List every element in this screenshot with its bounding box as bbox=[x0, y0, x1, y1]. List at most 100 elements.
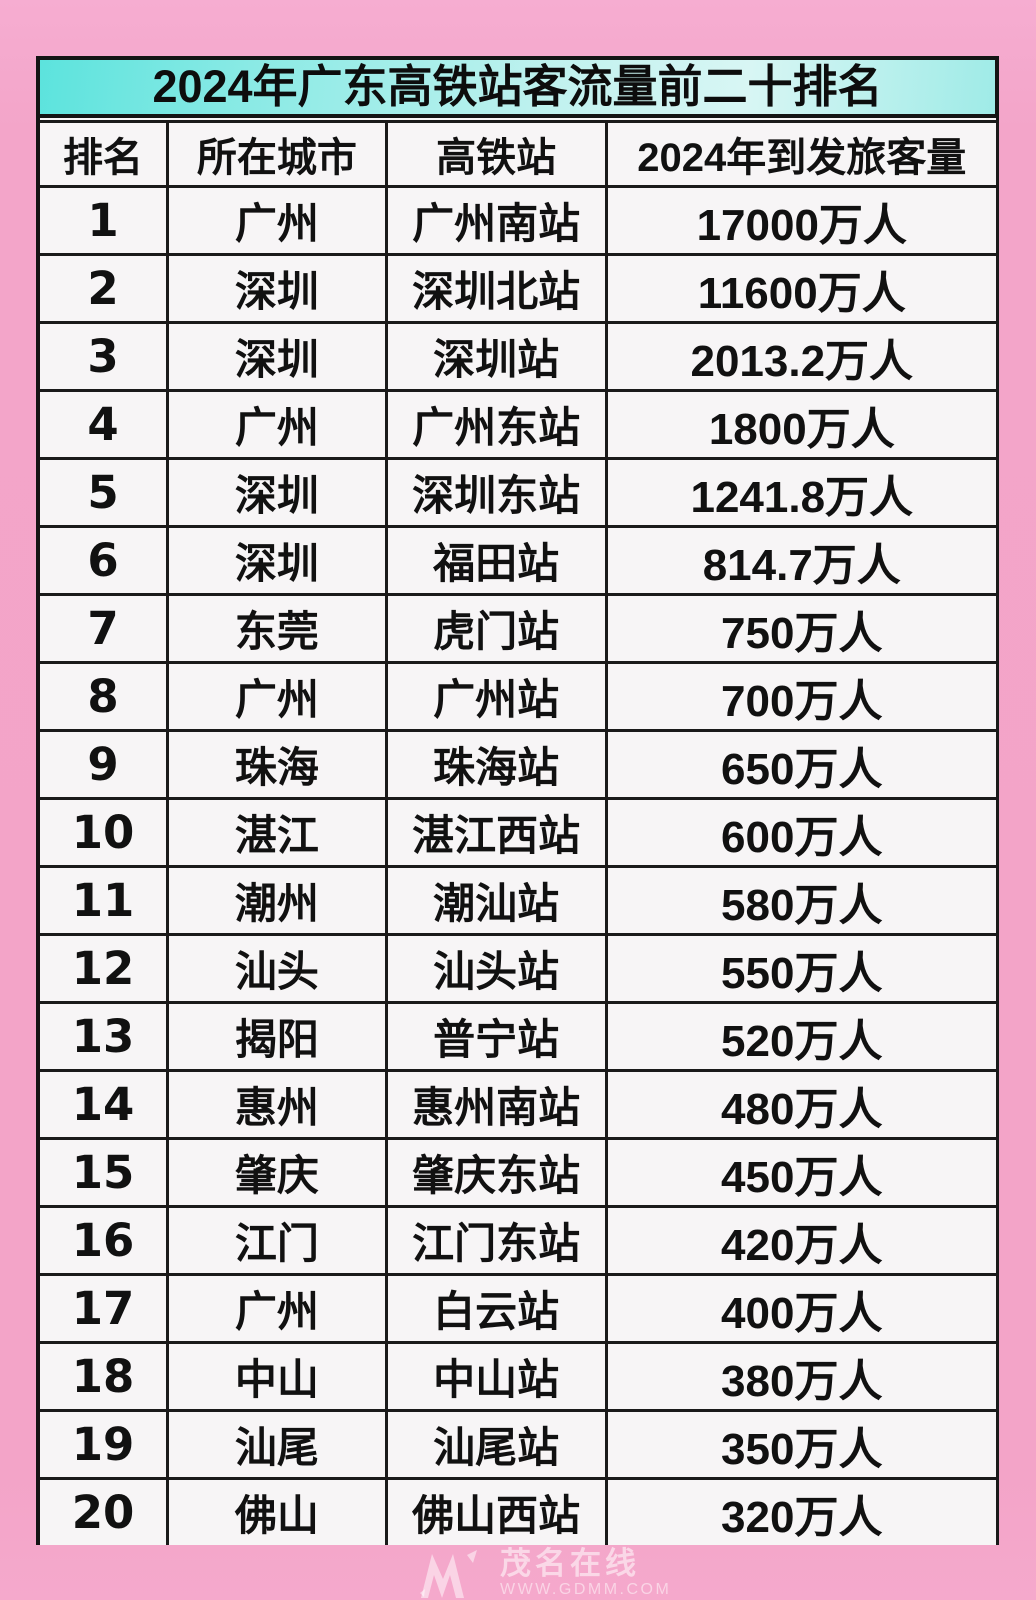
city-cell: 深圳 bbox=[166, 525, 388, 596]
table-row: 14 惠州 惠州南站 480万人 bbox=[36, 1069, 1000, 1140]
rank-cell: 18 bbox=[36, 1341, 170, 1412]
rank-cell: 4 bbox=[36, 389, 170, 460]
passengers-cell: 400万人 bbox=[604, 1273, 1000, 1344]
ranking-table: 排名 所在城市 高铁站 2024年到发旅客量 1 广州 广州南站 17000万人 2 深圳 深圳北… bbox=[36, 120, 1000, 1545]
station-cell: 潮汕站 bbox=[384, 865, 608, 936]
station-cell: 汕头站 bbox=[384, 933, 608, 1004]
city-cell: 佛山 bbox=[166, 1477, 388, 1545]
station-cell: 深圳北站 bbox=[384, 253, 608, 324]
rank-cell: 11 bbox=[36, 865, 170, 936]
passengers-cell: 550万人 bbox=[604, 933, 1000, 1004]
rank-cell: 13 bbox=[36, 1001, 170, 1072]
column-header-0: 排名 bbox=[36, 120, 170, 188]
rank-cell: 5 bbox=[36, 457, 170, 528]
table-row: 5 深圳 深圳东站 1241.8万人 bbox=[36, 457, 1000, 528]
rank-cell: 12 bbox=[36, 933, 170, 1004]
column-header-1: 所在城市 bbox=[166, 120, 388, 188]
rank-cell: 10 bbox=[36, 797, 170, 868]
passengers-cell: 420万人 bbox=[604, 1205, 1000, 1276]
rank-cell: 9 bbox=[36, 729, 170, 800]
station-cell: 福田站 bbox=[384, 525, 608, 596]
table-row: 16 江门 江门东站 420万人 bbox=[36, 1205, 1000, 1276]
table-row: 3 深圳 深圳站 2013.2万人 bbox=[36, 321, 1000, 392]
rank-cell: 17 bbox=[36, 1273, 170, 1344]
rank-cell: 20 bbox=[36, 1477, 170, 1545]
rank-cell: 2 bbox=[36, 253, 170, 324]
city-cell: 惠州 bbox=[166, 1069, 388, 1140]
rank-cell: 7 bbox=[36, 593, 170, 664]
table-row: 9 珠海 珠海站 650万人 bbox=[36, 729, 1000, 800]
passengers-cell: 600万人 bbox=[604, 797, 1000, 868]
station-cell: 广州站 bbox=[384, 661, 608, 732]
passengers-cell: 700万人 bbox=[604, 661, 1000, 732]
station-cell: 深圳东站 bbox=[384, 457, 608, 528]
station-cell: 江门东站 bbox=[384, 1205, 608, 1276]
passengers-cell: 450万人 bbox=[604, 1137, 1000, 1208]
table-row: 11 潮州 潮汕站 580万人 bbox=[36, 865, 1000, 936]
city-cell: 珠海 bbox=[166, 729, 388, 800]
station-cell: 普宁站 bbox=[384, 1001, 608, 1072]
watermark-site-url: WWW.GDMM.COM bbox=[500, 1581, 672, 1598]
city-cell: 深圳 bbox=[166, 457, 388, 528]
city-cell: 潮州 bbox=[166, 865, 388, 936]
table-row: 12 汕头 汕头站 550万人 bbox=[36, 933, 1000, 1004]
station-cell: 虎门站 bbox=[384, 593, 608, 664]
page-title: 2024年广东高铁站客流量前二十排名 bbox=[36, 56, 999, 118]
table-row: 1 广州 广州南站 17000万人 bbox=[36, 185, 1000, 256]
passengers-cell: 17000万人 bbox=[604, 185, 1000, 256]
city-cell: 东莞 bbox=[166, 593, 388, 664]
table-row: 6 深圳 福田站 814.7万人 bbox=[36, 525, 1000, 596]
rank-cell: 8 bbox=[36, 661, 170, 732]
passengers-cell: 650万人 bbox=[604, 729, 1000, 800]
city-cell: 湛江 bbox=[166, 797, 388, 868]
station-cell: 中山站 bbox=[384, 1341, 608, 1412]
city-cell: 广州 bbox=[166, 185, 388, 256]
passengers-cell: 480万人 bbox=[604, 1069, 1000, 1140]
station-cell: 湛江西站 bbox=[384, 797, 608, 868]
table-row: 2 深圳 深圳北站 11600万人 bbox=[36, 253, 1000, 324]
watermark-site-name: 茂名在线 bbox=[500, 1546, 640, 1581]
rank-cell: 16 bbox=[36, 1205, 170, 1276]
table-header-row: 排名 所在城市 高铁站 2024年到发旅客量 bbox=[36, 120, 1000, 188]
passengers-cell: 350万人 bbox=[604, 1409, 1000, 1480]
table-row: 19 汕尾 汕尾站 350万人 bbox=[36, 1409, 1000, 1480]
city-cell: 揭阳 bbox=[166, 1001, 388, 1072]
city-cell: 深圳 bbox=[166, 321, 388, 392]
city-cell: 深圳 bbox=[166, 253, 388, 324]
passengers-cell: 1241.8万人 bbox=[604, 457, 1000, 528]
column-header-2: 高铁站 bbox=[384, 120, 608, 188]
station-cell: 佛山西站 bbox=[384, 1477, 608, 1545]
table-row: 10 湛江 湛江西站 600万人 bbox=[36, 797, 1000, 868]
rank-cell: 15 bbox=[36, 1137, 170, 1208]
passengers-cell: 580万人 bbox=[604, 865, 1000, 936]
watermark: 茂名在线 WWW.GDMM.COM bbox=[420, 1548, 671, 1599]
passengers-cell: 380万人 bbox=[604, 1341, 1000, 1412]
station-cell: 肇庆东站 bbox=[384, 1137, 608, 1208]
table-row: 4 广州 广州东站 1800万人 bbox=[36, 389, 1000, 460]
city-cell: 江门 bbox=[166, 1205, 388, 1276]
table-row: 17 广州 白云站 400万人 bbox=[36, 1273, 1000, 1344]
passengers-cell: 1800万人 bbox=[604, 389, 1000, 460]
city-cell: 肇庆 bbox=[166, 1137, 388, 1208]
station-cell: 惠州南站 bbox=[384, 1069, 608, 1140]
city-cell: 汕尾 bbox=[166, 1409, 388, 1480]
passengers-cell: 11600万人 bbox=[604, 253, 1000, 324]
city-cell: 广州 bbox=[166, 389, 388, 460]
ranking-infographic: 2024年广东高铁站客流量前二十排名 排名 所在城市 高铁站 2024年到发旅客量 1… bbox=[36, 56, 1000, 1545]
table-row: 8 广州 广州站 700万人 bbox=[36, 661, 1000, 732]
station-cell: 珠海站 bbox=[384, 729, 608, 800]
rank-cell: 14 bbox=[36, 1069, 170, 1140]
table-row: 20 佛山 佛山西站 320万人 bbox=[36, 1477, 1000, 1545]
rank-cell: 19 bbox=[36, 1409, 170, 1480]
table-row: 13 揭阳 普宁站 520万人 bbox=[36, 1001, 1000, 1072]
city-cell: 广州 bbox=[166, 1273, 388, 1344]
rank-cell: 3 bbox=[36, 321, 170, 392]
station-cell: 白云站 bbox=[384, 1273, 608, 1344]
watermark-text: 茂名在线 WWW.GDMM.COM bbox=[500, 1548, 671, 1599]
city-cell: 广州 bbox=[166, 661, 388, 732]
city-cell: 中山 bbox=[166, 1341, 388, 1412]
title-table-divider bbox=[36, 118, 999, 120]
station-cell: 广州东站 bbox=[384, 389, 608, 460]
passengers-cell: 320万人 bbox=[604, 1477, 1000, 1545]
passengers-cell: 2013.2万人 bbox=[604, 321, 1000, 392]
